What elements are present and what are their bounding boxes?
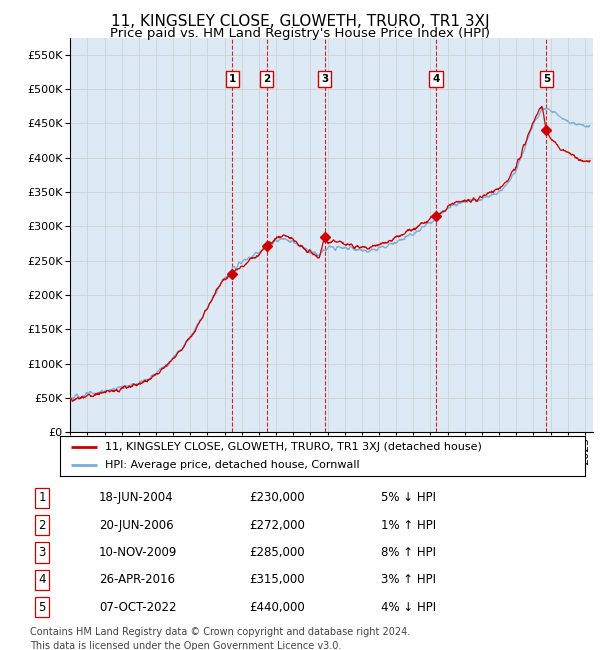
Text: 4: 4 bbox=[38, 573, 46, 586]
Text: 2: 2 bbox=[263, 74, 271, 84]
Text: 2: 2 bbox=[38, 519, 46, 532]
Text: £272,000: £272,000 bbox=[249, 519, 305, 532]
Text: 18-JUN-2004: 18-JUN-2004 bbox=[99, 491, 173, 504]
Text: £315,000: £315,000 bbox=[249, 573, 305, 586]
Text: 11, KINGSLEY CLOSE, GLOWETH, TRURO, TR1 3XJ (detached house): 11, KINGSLEY CLOSE, GLOWETH, TRURO, TR1 … bbox=[104, 442, 482, 452]
Text: 10-NOV-2009: 10-NOV-2009 bbox=[99, 546, 178, 559]
Text: 5: 5 bbox=[543, 74, 550, 84]
Text: £440,000: £440,000 bbox=[249, 601, 305, 614]
Text: 5% ↓ HPI: 5% ↓ HPI bbox=[381, 491, 436, 504]
Text: 3: 3 bbox=[321, 74, 328, 84]
Text: 4% ↓ HPI: 4% ↓ HPI bbox=[381, 601, 436, 614]
Text: HPI: Average price, detached house, Cornwall: HPI: Average price, detached house, Corn… bbox=[104, 460, 359, 471]
Text: 1% ↑ HPI: 1% ↑ HPI bbox=[381, 519, 436, 532]
Text: Contains HM Land Registry data © Crown copyright and database right 2024.
This d: Contains HM Land Registry data © Crown c… bbox=[30, 627, 410, 650]
Text: 1: 1 bbox=[229, 74, 236, 84]
Text: 3% ↑ HPI: 3% ↑ HPI bbox=[381, 573, 436, 586]
Text: Price paid vs. HM Land Registry's House Price Index (HPI): Price paid vs. HM Land Registry's House … bbox=[110, 27, 490, 40]
Text: £285,000: £285,000 bbox=[249, 546, 305, 559]
Text: 3: 3 bbox=[38, 546, 46, 559]
Text: 07-OCT-2022: 07-OCT-2022 bbox=[99, 601, 176, 614]
Text: £230,000: £230,000 bbox=[249, 491, 305, 504]
Text: 4: 4 bbox=[432, 74, 440, 84]
Text: 11, KINGSLEY CLOSE, GLOWETH, TRURO, TR1 3XJ: 11, KINGSLEY CLOSE, GLOWETH, TRURO, TR1 … bbox=[110, 14, 490, 29]
Text: 5: 5 bbox=[38, 601, 46, 614]
Text: 8% ↑ HPI: 8% ↑ HPI bbox=[381, 546, 436, 559]
Text: 20-JUN-2006: 20-JUN-2006 bbox=[99, 519, 173, 532]
Text: 26-APR-2016: 26-APR-2016 bbox=[99, 573, 175, 586]
Text: 1: 1 bbox=[38, 491, 46, 504]
